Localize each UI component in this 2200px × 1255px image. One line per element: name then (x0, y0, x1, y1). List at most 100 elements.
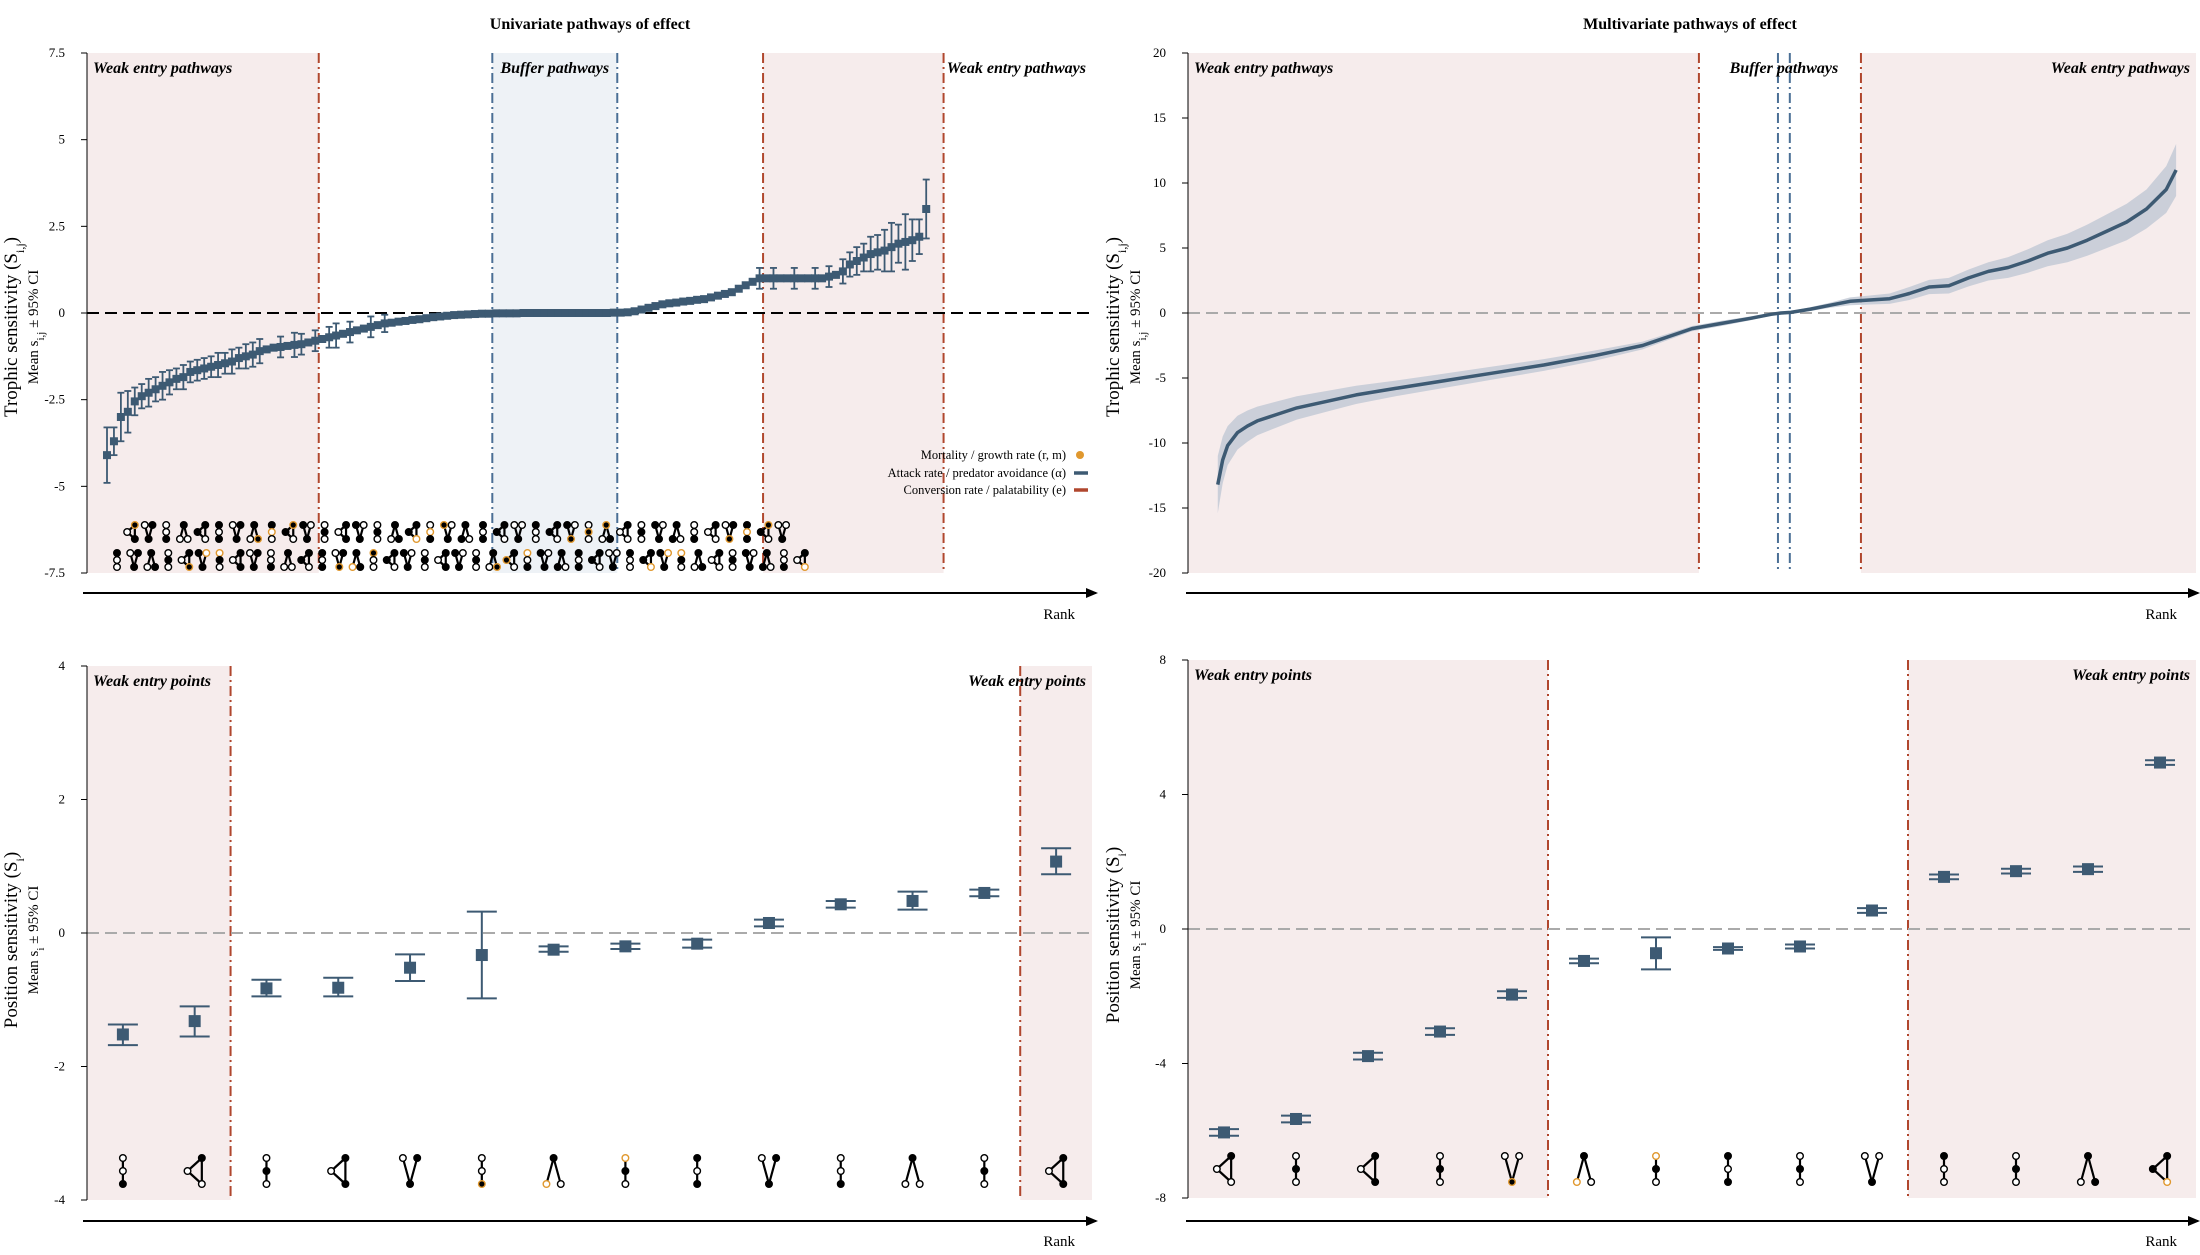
rank-axis-bottom-left: Rank (83, 1216, 1098, 1250)
motif-node (327, 1166, 336, 1175)
motif-node (574, 563, 583, 572)
data-point (311, 336, 320, 345)
motif-node (342, 521, 351, 530)
motif-node (147, 549, 156, 558)
motif-node (651, 521, 660, 530)
motif-node (672, 521, 681, 530)
motif-node (703, 528, 712, 537)
data-point (2082, 863, 2094, 876)
motif-node (406, 1179, 415, 1188)
motif-node (479, 528, 488, 537)
data-point (248, 350, 257, 359)
region-label: Weak entry pathways (2051, 60, 2190, 77)
motif-node (1227, 1151, 1236, 1160)
motif-node (690, 563, 699, 572)
motif-node (318, 563, 327, 572)
motif-node (359, 521, 368, 530)
motif-node (112, 563, 121, 572)
motif-node (1723, 1177, 1732, 1186)
motif-node (779, 563, 788, 572)
data-point (464, 310, 473, 319)
motif-node (1515, 1151, 1524, 1160)
motif-node (485, 563, 494, 572)
data-point (415, 315, 424, 324)
data-point (512, 309, 521, 318)
motif-node (185, 563, 194, 572)
y-tick-label: 8 (1160, 652, 1167, 667)
data-point (609, 308, 618, 317)
motif-node (637, 535, 646, 544)
motif-node (439, 521, 448, 530)
data-point (582, 309, 591, 317)
motif-node (426, 521, 435, 530)
motif-node (164, 556, 173, 565)
data-point (505, 309, 514, 318)
motif-node (741, 549, 750, 558)
motif-node (493, 563, 502, 572)
data-point (866, 250, 875, 259)
motif-node (164, 549, 173, 558)
motif-node (304, 549, 313, 558)
motif-node (164, 563, 173, 572)
legend-key-mortality (1076, 451, 1084, 459)
motif-node (764, 535, 773, 544)
motif-node (472, 563, 481, 572)
motif-node (266, 563, 275, 572)
motif-node (980, 1166, 989, 1175)
data-point (404, 961, 417, 974)
motif-node (194, 549, 203, 558)
motif-node (1435, 1177, 1444, 1186)
data-point (644, 303, 653, 312)
data-point (262, 345, 271, 354)
motif-node (623, 535, 632, 544)
motif-node (612, 549, 621, 558)
motif-node (1059, 1179, 1068, 1188)
motif-node (556, 1179, 565, 1188)
motif-node (289, 535, 298, 544)
motif-node (477, 1166, 486, 1175)
data-point (901, 237, 910, 246)
motif-node (639, 556, 648, 565)
legend-label-attack-rate: Attack rate / predator avoidance (α) (888, 466, 1066, 480)
data-point (373, 321, 382, 330)
motif-node (711, 521, 720, 530)
motif-node (518, 521, 527, 530)
motif-node (510, 563, 519, 572)
data-point (630, 307, 639, 316)
motif-node (236, 549, 245, 558)
motif-node (725, 535, 734, 544)
data-point (116, 413, 125, 421)
data-point (380, 319, 389, 328)
data-point (2010, 865, 2022, 878)
panel-multivariate-points: Weak entry points Weak entry points -8 -4 0 4… (1155, 652, 2196, 1205)
rank-label: Rank (2145, 607, 2177, 623)
ylabel-main: Position sensitivity (Si) (1103, 847, 1129, 1023)
data-point (109, 437, 118, 446)
motif-node (514, 535, 523, 544)
data-point (387, 318, 396, 327)
data-point (540, 309, 549, 317)
data-point (1218, 1126, 1230, 1139)
motif-node (148, 521, 157, 530)
motif-node (1939, 1177, 1948, 1186)
data-point (845, 260, 854, 269)
motif-node (729, 521, 738, 530)
y-tick-label: 4 (1160, 787, 1167, 802)
y-tick-label: 4 (59, 658, 66, 673)
data-point (1506, 988, 1518, 1001)
motif-node (1059, 1153, 1068, 1162)
motif-node (179, 521, 188, 530)
motif-node (426, 528, 435, 537)
motif-node (246, 535, 255, 544)
data-point (915, 232, 924, 241)
motif-node (112, 549, 121, 558)
motif-node (646, 563, 655, 572)
motif-node (778, 535, 787, 544)
motif-node (602, 521, 611, 530)
motif-node (477, 1179, 486, 1188)
motif-node (215, 556, 224, 565)
motif-node (151, 563, 160, 572)
motif-node (1795, 1164, 1804, 1173)
data-point (221, 359, 230, 368)
